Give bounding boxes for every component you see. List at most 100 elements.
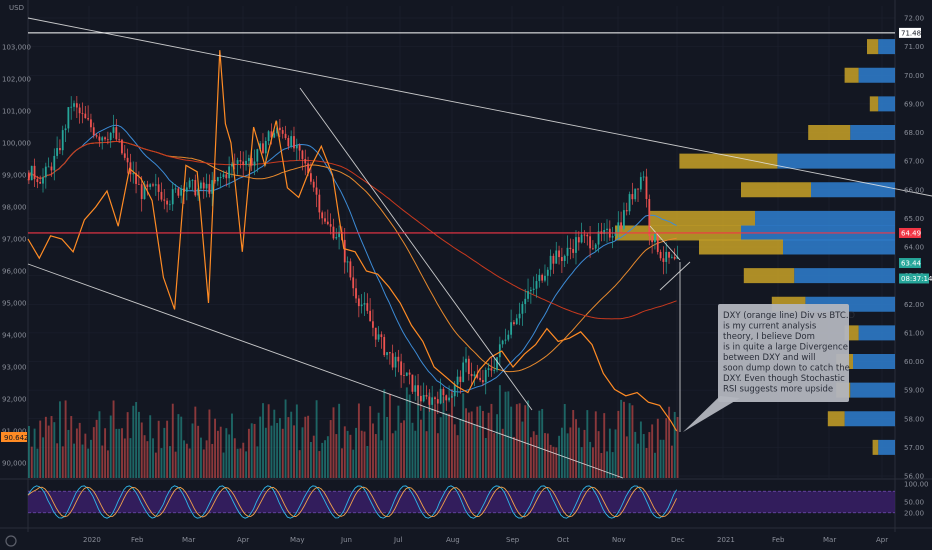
right-axis-tag-box (899, 227, 921, 238)
volume-bar (623, 401, 625, 478)
candle-body (654, 233, 656, 243)
volume-bar (326, 436, 329, 478)
annotation-callout[interactable]: DXY (orange line) Div vs BTC.D is my cur… (683, 304, 858, 432)
candle-body (459, 376, 462, 383)
volume-bar (659, 439, 662, 478)
candle-body (301, 150, 304, 159)
volume-bar (388, 393, 391, 478)
volume-bar (645, 447, 648, 478)
time-axis-label: Nov (612, 536, 626, 544)
volume-bar (236, 448, 239, 478)
candle-body (617, 222, 620, 234)
candle-body (651, 235, 654, 243)
volume-bar (549, 444, 552, 478)
time-axis-label: Jul (393, 536, 403, 544)
time-axis[interactable]: 2020 Feb Mar Apr May Jun Jul Aug Sep Oct Nov Dec 202… (83, 536, 888, 544)
volume-bar (247, 428, 250, 478)
volume-bar (33, 428, 36, 478)
volume-bar (256, 446, 259, 478)
candle-body (439, 388, 442, 404)
volume-bar (312, 435, 315, 478)
callout-line: is in quite a large Divergence (723, 343, 848, 353)
candle-body (355, 288, 357, 299)
profile-bar-up (679, 153, 778, 169)
candle-body (603, 229, 606, 234)
candle-body (61, 130, 64, 151)
candle-body (70, 106, 73, 108)
right-price-axis[interactable]: 72.00 71.00 70.00 69.00 68.00 67.00 66.00 65.00… (899, 15, 932, 481)
left-axis-tick: 99,000 (2, 172, 27, 180)
candle-body (152, 184, 154, 186)
volume-bar (36, 448, 39, 478)
candle-body (298, 144, 301, 151)
callout-text: DXY (orange line) Div vs BTC.D is my cur… (723, 311, 858, 395)
candle-body (239, 160, 242, 162)
volume-bar (490, 403, 493, 478)
volume-bar (479, 405, 482, 478)
candle-body (67, 107, 70, 129)
volume-bar (445, 413, 448, 478)
candle-body (659, 251, 662, 259)
profile-bar-down (878, 39, 895, 55)
right-axis-tag-text: 08:37:14 (901, 275, 932, 283)
candle-body (293, 136, 295, 149)
volume-bar (140, 422, 143, 478)
volume-bar (276, 423, 279, 478)
volume-bar (459, 418, 462, 478)
candle-body (513, 322, 515, 325)
oscillator-tick: 50.00 (904, 499, 924, 507)
volume-bar (575, 419, 577, 478)
volume-bar (160, 448, 163, 478)
volume-bar (625, 436, 628, 478)
volume-bar (222, 452, 225, 478)
volume-bar (577, 427, 580, 478)
callout-box (718, 304, 849, 402)
volume-bar (214, 418, 217, 478)
volume-bar (78, 422, 81, 478)
stochastic-rsi-panel: 100.00 50.00 20.00 (27, 481, 929, 519)
right-axis-tick: 57.00 (904, 444, 924, 452)
volume-bar (586, 410, 589, 478)
profile-bar-down (878, 96, 895, 112)
volume-bar (205, 440, 208, 478)
candle-body (496, 357, 498, 371)
candle-body (160, 191, 163, 200)
volume-bar (425, 431, 428, 478)
currency-label: USD (9, 4, 24, 12)
right-axis-tag-box (899, 258, 921, 269)
volume-bar (171, 403, 174, 478)
tradingview-logo[interactable] (5, 535, 17, 547)
candle-body (42, 177, 44, 184)
volume-bar (405, 387, 408, 478)
volume-bar (250, 423, 253, 478)
left-current-tag: 90.642 (1, 432, 29, 442)
candle-body (185, 187, 188, 192)
candle-body (276, 127, 278, 134)
volume-bar (87, 448, 90, 478)
candle-body (245, 160, 247, 166)
candle-body (620, 222, 622, 229)
candle-body (637, 188, 639, 190)
right-axis-tick: 62.00 (904, 301, 924, 309)
candle-body (214, 180, 216, 182)
ema-blue-line (27, 124, 677, 393)
volume-bar (496, 414, 499, 478)
volume-bar (535, 434, 538, 478)
volume-bar (310, 441, 312, 478)
candle-body (434, 397, 436, 400)
profile-bar-down (853, 354, 895, 369)
candle-body (470, 373, 473, 377)
volume-bar (434, 404, 436, 478)
time-axis-label: Mar (182, 536, 195, 544)
volume-bar (476, 406, 479, 478)
candle-body (121, 139, 123, 154)
volume-bar (391, 433, 394, 478)
volume-bar (569, 427, 572, 478)
candle-body (436, 399, 439, 404)
volume-bar (403, 420, 405, 478)
volume-bar (174, 451, 177, 478)
candle-body (233, 163, 236, 165)
volume-bar (580, 447, 583, 478)
candle-body (222, 174, 225, 178)
volume-bar (287, 417, 290, 478)
